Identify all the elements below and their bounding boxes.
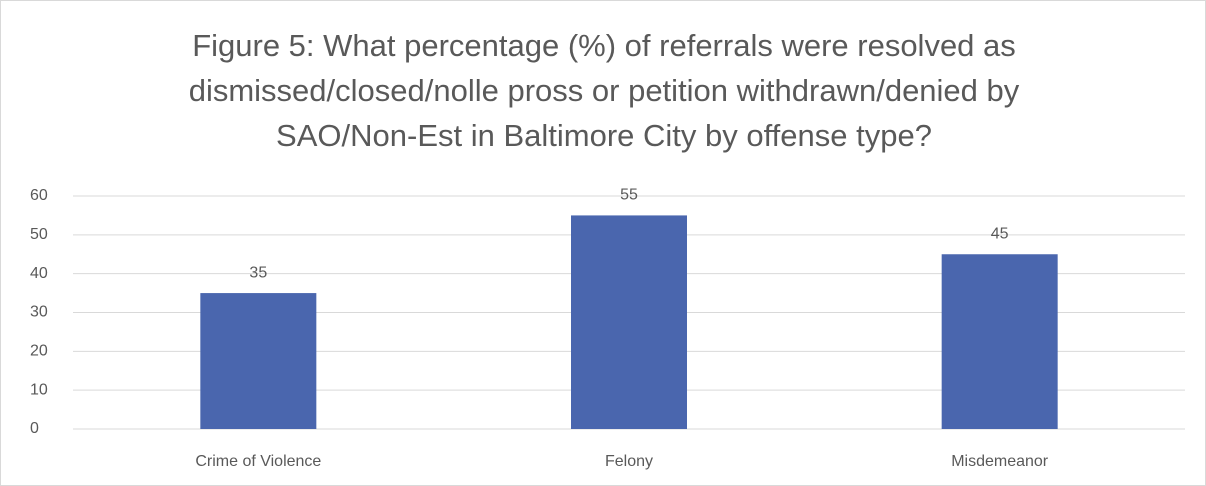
y-tick-label: 50	[30, 226, 48, 243]
bar	[941, 254, 1058, 429]
y-tick-label: 20	[30, 343, 48, 360]
bar	[571, 215, 687, 429]
chart-title: Figure 5: What percentage (%) of referra…	[188, 28, 1020, 153]
data-label: 35	[249, 264, 267, 281]
y-tick-label: 10	[30, 381, 48, 398]
data-label: 45	[991, 225, 1009, 242]
y-tick-label: 60	[30, 187, 48, 204]
x-tick-label: Misdemeanor	[951, 453, 1049, 470]
x-tick-label: Felony	[605, 453, 653, 470]
x-tick-label: Crime of Violence	[195, 453, 321, 470]
data-label: 55	[620, 187, 638, 204]
bar	[200, 293, 317, 429]
y-tick-label: 0	[30, 420, 39, 437]
y-tick-label: 30	[30, 304, 48, 321]
y-tick-label: 40	[30, 265, 48, 282]
